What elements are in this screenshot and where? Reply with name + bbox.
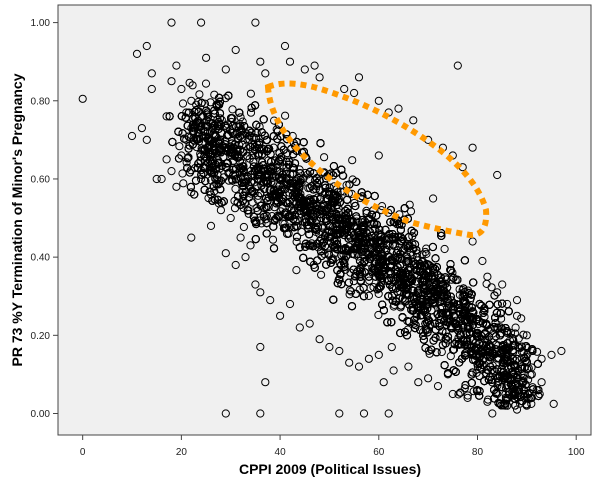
data-point [406, 207, 416, 216]
data-point [236, 113, 245, 122]
data-point [440, 244, 449, 254]
data-point [269, 143, 278, 152]
data-point [511, 323, 520, 332]
data-point [455, 285, 464, 294]
data-point [364, 291, 373, 300]
data-point [374, 289, 383, 298]
data-point [185, 78, 194, 87]
data-point [228, 105, 237, 114]
data-point [523, 344, 532, 353]
data-point [281, 111, 290, 120]
data-point [469, 387, 478, 396]
data-points [78, 18, 566, 418]
data-point [246, 89, 255, 98]
data-point [311, 201, 320, 210]
data-point [422, 249, 431, 258]
data-point [317, 270, 326, 279]
data-point [365, 276, 374, 285]
data-point [460, 384, 469, 393]
data-point [301, 168, 310, 178]
data-point [195, 90, 204, 99]
data-point [238, 117, 247, 126]
data-point [178, 99, 188, 108]
data-point [487, 283, 496, 292]
data-point [221, 94, 230, 103]
data-point [182, 158, 191, 167]
data-point [292, 266, 301, 275]
data-point [549, 399, 558, 408]
data-point [403, 244, 413, 253]
data-point [323, 229, 332, 238]
data-point [239, 222, 248, 232]
data-point [268, 235, 278, 244]
data-point [175, 142, 184, 151]
data-point [533, 347, 542, 356]
data-point [463, 391, 472, 400]
data-point [238, 187, 247, 197]
data-point [347, 287, 356, 296]
data-point [517, 314, 526, 323]
data-point [344, 230, 353, 239]
data-point [227, 117, 236, 127]
data-point [242, 142, 251, 151]
data-point [320, 153, 329, 162]
data-point [368, 264, 377, 273]
data-point [409, 257, 418, 266]
data-point [348, 156, 357, 165]
data-point [179, 179, 188, 188]
data-point [231, 184, 240, 193]
data-point [452, 316, 461, 325]
data-point [374, 310, 383, 320]
data-point [497, 314, 506, 323]
data-point [297, 227, 306, 236]
data-point [491, 324, 500, 333]
data-point [410, 261, 419, 270]
data-point [387, 343, 396, 352]
data-point [246, 108, 256, 117]
data-point [535, 390, 544, 399]
data-point [514, 334, 523, 343]
data-point [261, 215, 270, 224]
data-point [201, 79, 211, 88]
data-point [454, 390, 463, 399]
data-point [421, 247, 430, 257]
data-point [527, 399, 536, 408]
